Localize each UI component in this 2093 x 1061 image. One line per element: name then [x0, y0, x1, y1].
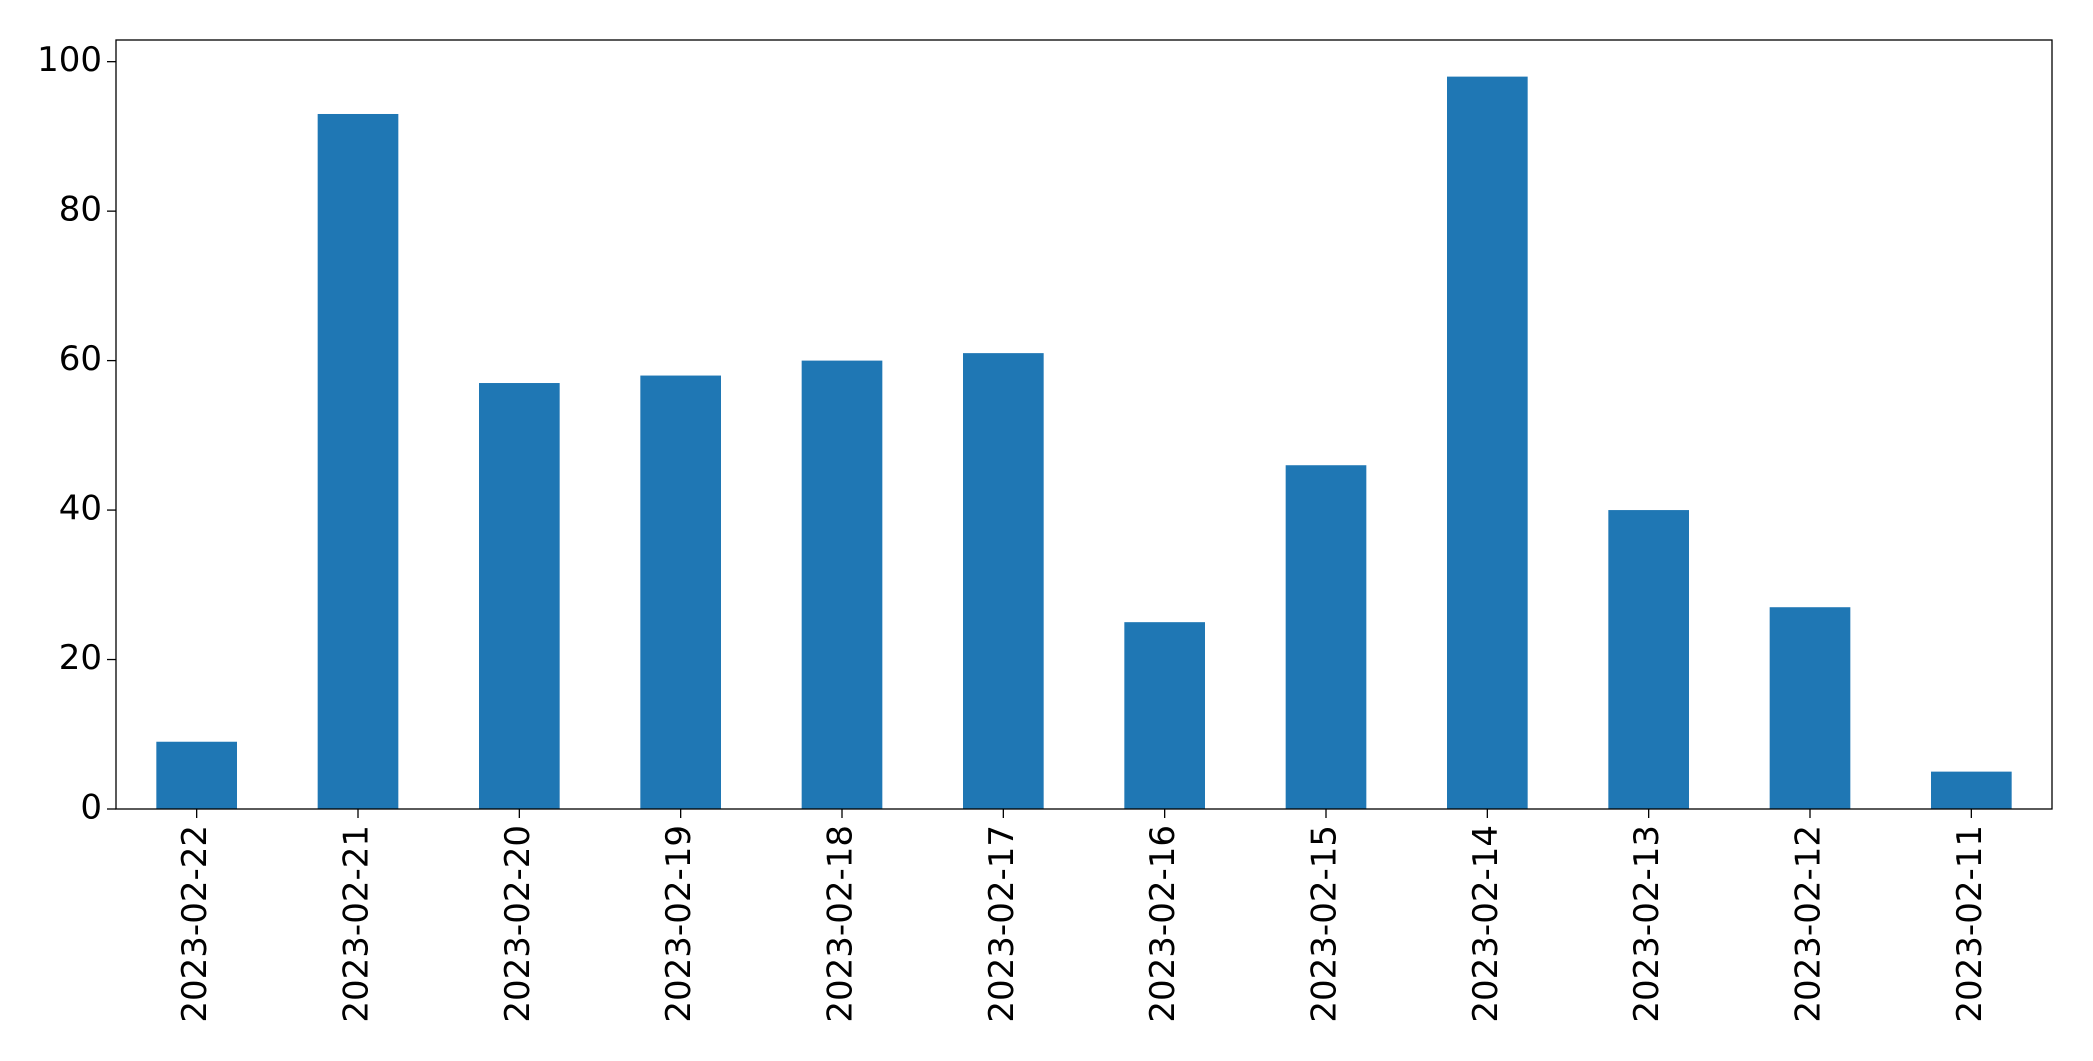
x-tick-label: 2023-02-13 [1627, 825, 1667, 1023]
plot-frame [115, 39, 2053, 810]
x-tick-label: 2023-02-17 [982, 825, 1022, 1023]
x-tick-label: 2023-02-22 [175, 825, 215, 1023]
bar [1124, 622, 1205, 809]
x-tick-label: 2023-02-21 [337, 825, 377, 1023]
x-tick-label: 2023-02-18 [821, 825, 861, 1023]
bar [801, 360, 883, 809]
bar [1608, 510, 1689, 809]
bar [156, 741, 237, 809]
bar [1931, 771, 2012, 809]
x-tick-label: 2023-02-14 [1466, 825, 1506, 1023]
bar [1769, 607, 1851, 809]
bar [1285, 465, 1367, 809]
x-tick-label: 2023-02-16 [1143, 825, 1183, 1023]
x-tick-label: 2023-02-12 [1789, 825, 1829, 1023]
bar [640, 375, 721, 809]
bar [317, 113, 399, 810]
x-tick-label: 2023-02-19 [659, 825, 699, 1023]
bar [479, 383, 560, 809]
y-tick-label: 0 [80, 788, 102, 828]
x-tick-label: 2023-02-15 [1305, 825, 1345, 1023]
y-tick-label: 80 [59, 190, 102, 230]
bar [1447, 76, 1528, 810]
y-tick-label: 60 [59, 339, 102, 379]
x-tick-label: 2023-02-20 [498, 825, 538, 1023]
x-tick-label: 2023-02-11 [1950, 825, 1990, 1023]
y-tick-label: 100 [37, 40, 102, 80]
y-tick-label: 40 [59, 489, 102, 529]
bar [963, 353, 1044, 809]
y-tick-label: 20 [59, 638, 102, 678]
